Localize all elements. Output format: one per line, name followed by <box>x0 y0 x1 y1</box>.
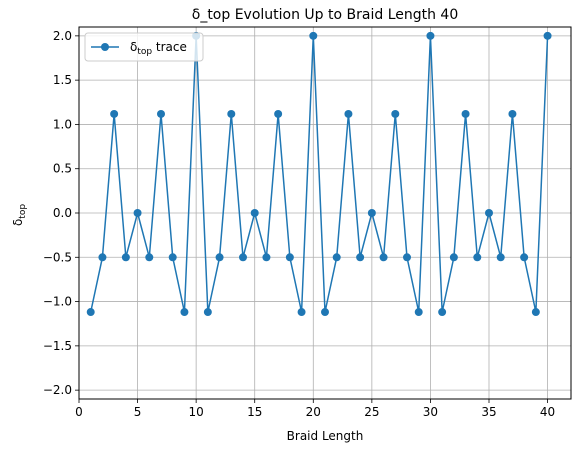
data-point <box>121 253 130 262</box>
data-point <box>496 253 505 262</box>
y-tick-label: 0.0 <box>53 206 72 220</box>
y-tick-label: 1.5 <box>53 73 72 87</box>
x-tick-label: 5 <box>134 405 142 419</box>
data-point <box>133 209 142 217</box>
data-point <box>309 31 318 40</box>
data-point <box>379 253 388 262</box>
x-tick-label: 40 <box>540 405 555 419</box>
data-point <box>110 109 119 118</box>
data-point <box>274 109 283 118</box>
y-tick-label: −1.0 <box>43 295 72 309</box>
data-point <box>461 109 470 118</box>
data-point <box>414 308 423 317</box>
data-point <box>297 308 306 317</box>
data-point <box>98 253 107 262</box>
y-axis-title-sub: top <box>18 204 28 219</box>
y-axis-title: δtop <box>11 204 28 226</box>
y-tick-label: 0.5 <box>53 162 72 176</box>
data-point <box>285 253 294 262</box>
data-point <box>145 253 154 262</box>
y-tick-label: −2.0 <box>43 383 72 397</box>
data-point <box>403 253 411 262</box>
data-point <box>508 109 517 118</box>
data-point <box>367 209 376 217</box>
data-point <box>86 308 95 317</box>
x-tick-label: 35 <box>481 405 496 419</box>
data-point <box>449 253 458 262</box>
legend-box <box>84 32 204 62</box>
data-point <box>520 253 529 262</box>
data-point <box>531 308 540 317</box>
x-tick-label: 15 <box>247 405 262 419</box>
data-point <box>426 31 435 40</box>
x-tick-label: 25 <box>364 405 379 419</box>
y-axis-title-base: δ <box>11 219 25 226</box>
legend-label-sub: top <box>137 47 152 57</box>
legend: δtop trace <box>84 32 204 62</box>
series-layer <box>86 31 552 317</box>
legend-label: δtop trace <box>130 40 187 57</box>
legend-marker-swatch <box>101 43 109 51</box>
series-line <box>89 35 549 313</box>
data-point <box>168 253 177 262</box>
data-point <box>321 308 329 317</box>
data-point <box>356 253 365 262</box>
data-point <box>239 253 247 262</box>
x-axis-title: Braid Length <box>287 429 364 443</box>
data-point <box>227 109 236 118</box>
x-tick-label: 10 <box>189 405 204 419</box>
x-tick-label: 20 <box>306 405 321 419</box>
x-tick-label: 30 <box>423 405 438 419</box>
data-point <box>262 253 271 262</box>
chart-title: δ_top Evolution Up to Braid Length 40 <box>192 7 459 23</box>
data-point <box>180 308 189 317</box>
data-point <box>543 31 552 40</box>
y-tick-label: −0.5 <box>43 250 72 264</box>
data-point <box>438 308 447 317</box>
data-point <box>157 109 165 118</box>
legend-label-base: δ <box>130 40 137 54</box>
y-tick-label: −1.5 <box>43 339 72 353</box>
y-tick-label: 2.0 <box>53 29 72 43</box>
data-point <box>344 109 353 118</box>
data-point <box>332 253 341 262</box>
data-point <box>391 109 400 118</box>
data-point <box>250 209 259 217</box>
y-tick-label: 1.0 <box>53 117 72 131</box>
data-point <box>215 253 224 262</box>
data-point <box>473 253 482 262</box>
legend-label-suffix: trace <box>152 40 187 54</box>
tick-layer: 0 5 10 15 20 25 30 35 40 −2.0 −1.5 −1.0 −0.5 0.0 0.5 1.… <box>43 29 555 419</box>
data-point <box>203 308 212 317</box>
x-tick-label: 0 <box>75 405 83 419</box>
data-point <box>485 209 493 217</box>
